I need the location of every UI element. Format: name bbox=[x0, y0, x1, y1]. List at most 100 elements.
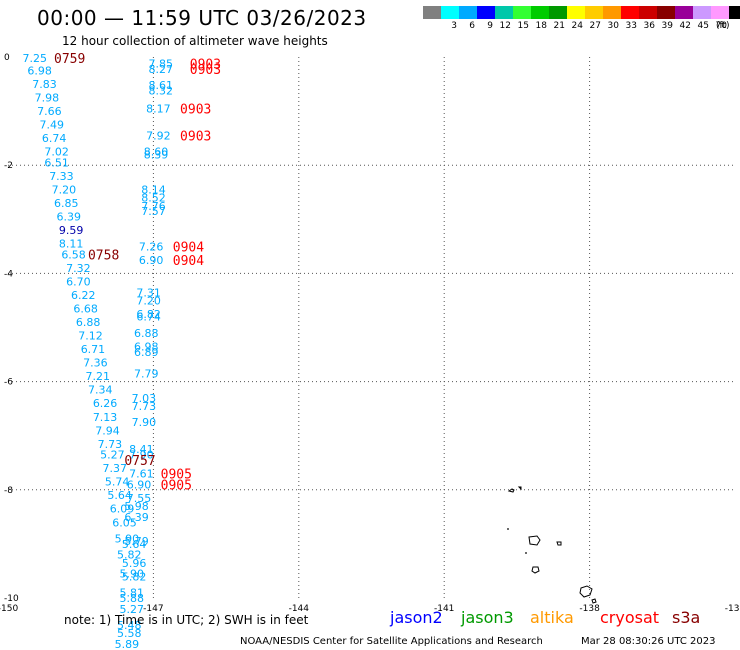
note-text: note: 1) Time is in UTC; 2) SWH is in fe… bbox=[64, 613, 309, 627]
wave-height-label: 6.22 bbox=[71, 289, 96, 302]
wave-height-label: 7.94 bbox=[95, 424, 120, 437]
colorbar-swatch bbox=[675, 6, 693, 19]
colorbar-swatch bbox=[477, 6, 495, 19]
wave-height-label: 7.21 bbox=[86, 370, 111, 383]
wave-height-label: 5.64 bbox=[122, 538, 147, 551]
wave-height-label: 7.03 bbox=[132, 392, 157, 405]
wave-height-label: 5.74 bbox=[105, 476, 130, 489]
wave-height-label: 5.98 bbox=[124, 500, 149, 513]
wave-height-label: 7.25 bbox=[23, 52, 48, 65]
wave-height-label: 5.79 bbox=[124, 535, 149, 548]
wave-height-label: 6.09 bbox=[110, 503, 135, 516]
y-tick-label: -10 bbox=[4, 594, 19, 604]
wave-height-label: 6.89 bbox=[134, 346, 159, 359]
x-tick-label: -135 bbox=[725, 604, 740, 614]
wave-height-label: 7.79 bbox=[134, 367, 159, 380]
colorbar-swatch bbox=[423, 6, 441, 19]
wave-height-label: 5.82 bbox=[122, 570, 147, 583]
colorbar-swatch bbox=[657, 6, 675, 19]
footer-timestamp: Mar 28 08:30:26 UTC 2023 bbox=[581, 636, 716, 647]
island-outline bbox=[579, 585, 593, 598]
wave-height-label: 5.81 bbox=[119, 587, 143, 600]
pass-time-label: 0757 bbox=[124, 454, 155, 469]
y-tick-label: -6 bbox=[4, 378, 13, 388]
wave-height-label: 7.20 bbox=[52, 184, 76, 197]
colorbar-swatch bbox=[441, 6, 459, 19]
wave-height-label: 7.55 bbox=[127, 492, 152, 505]
colorbar-swatch bbox=[621, 6, 639, 19]
colorbar-unit: (ft) bbox=[716, 21, 730, 31]
island-outline bbox=[528, 535, 541, 546]
pass-time-label: 0905 bbox=[161, 478, 192, 493]
wave-height-label: 7.13 bbox=[93, 411, 118, 424]
island-dot bbox=[525, 552, 527, 554]
wave-height-label: 8.14 bbox=[141, 184, 166, 197]
colorbar-label: 12 bbox=[499, 21, 511, 31]
colorbar-swatch bbox=[549, 6, 567, 19]
y-tick-label: 0 bbox=[4, 53, 10, 63]
wave-height-label: 8.32 bbox=[149, 85, 174, 98]
wave-height-label: 5.82 bbox=[117, 549, 142, 562]
wave-height-label: 7.20 bbox=[136, 294, 161, 307]
pass-time-label: 0904 bbox=[173, 254, 204, 269]
satellite-jason2: jason2 bbox=[390, 608, 443, 627]
colorbar-swatch bbox=[513, 6, 531, 19]
wave-height-label: 6.39 bbox=[124, 511, 149, 524]
wave-height-label: 6.85 bbox=[54, 197, 79, 210]
colorbar-label: 24 bbox=[571, 21, 583, 31]
island-dot bbox=[507, 528, 509, 530]
colorbar-label: 45 bbox=[697, 21, 709, 31]
wave-height-label: 7.90 bbox=[132, 416, 157, 429]
colorbar-swatch bbox=[603, 6, 621, 19]
wave-height-label: 9.59 bbox=[59, 224, 84, 237]
wave-height-label: 5.88 bbox=[119, 592, 143, 605]
wave-height-label: 7.49 bbox=[40, 119, 65, 132]
wave-height-label: 7.26 bbox=[139, 240, 164, 253]
colorbar-swatch bbox=[567, 6, 585, 19]
wave-height-label: 8.60 bbox=[144, 146, 169, 159]
wave-height-label: 6.39 bbox=[56, 211, 81, 224]
wave-height-label: 6.90 bbox=[127, 478, 152, 491]
wave-height-label: 6.98 bbox=[27, 65, 51, 78]
wave-height-label: 5.90 bbox=[119, 568, 143, 581]
colorbar-swatch bbox=[495, 6, 513, 19]
wave-height-label: 7.98 bbox=[35, 92, 60, 105]
wave-height-label: 6.51 bbox=[44, 156, 69, 169]
wave-height-label: 6.88 bbox=[76, 316, 101, 329]
wave-height-label: 7.34 bbox=[88, 384, 113, 397]
wave-height-label: 7.31 bbox=[136, 286, 161, 299]
x-tick-label: -147 bbox=[143, 604, 163, 614]
colorbar-swatch bbox=[693, 6, 711, 19]
pass-time-label: 0903 bbox=[180, 102, 211, 117]
y-tick-label: -4 bbox=[4, 269, 13, 279]
pass-time-label: 0758 bbox=[88, 248, 119, 263]
y-tick-label: -2 bbox=[4, 161, 13, 171]
wave-height-label: 6.90 bbox=[139, 254, 164, 267]
wave-height-label: 8.52 bbox=[141, 192, 166, 205]
colorbar-swatch bbox=[585, 6, 603, 19]
colorbar-swatch bbox=[531, 6, 549, 19]
wave-height-label: 7.36 bbox=[83, 357, 108, 370]
island-outline bbox=[531, 566, 540, 574]
wave-height-label: 6.74 bbox=[136, 311, 161, 324]
satellite-cryosat: cryosat bbox=[600, 608, 660, 627]
colorbar-swatch bbox=[729, 6, 740, 19]
pass-time-label: 0759 bbox=[54, 52, 85, 67]
wave-height-label: 6.82 bbox=[136, 308, 161, 321]
island-outline bbox=[591, 598, 597, 604]
wave-height-label: 5.90 bbox=[115, 532, 140, 545]
colorbar-swatch bbox=[459, 6, 477, 19]
wave-height-label: 8.61 bbox=[149, 79, 174, 92]
wave-height-label: 6.05 bbox=[112, 516, 137, 529]
wave-height-label: 5.64 bbox=[107, 489, 131, 502]
wave-height-label: 8.41 bbox=[129, 443, 154, 456]
satellite-altika: altika bbox=[530, 608, 574, 627]
colorbar-label: 33 bbox=[625, 21, 637, 31]
wave-height-label: 7.32 bbox=[66, 262, 91, 275]
wave-height-label: 5.48 bbox=[117, 619, 142, 632]
island-outline bbox=[556, 541, 562, 546]
y-tick-label: -8 bbox=[4, 486, 13, 496]
wave-height-label: 7.73 bbox=[132, 400, 157, 413]
wave-height-label: 7.37 bbox=[103, 462, 128, 475]
